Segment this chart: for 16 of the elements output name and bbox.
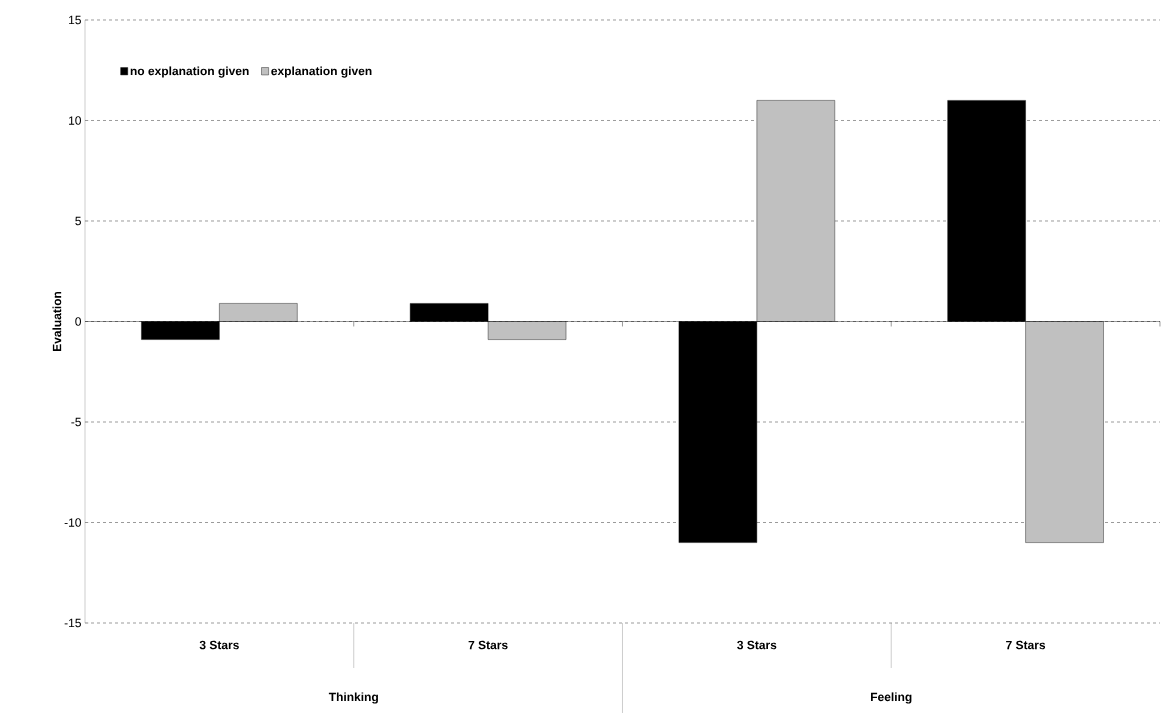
x-tick-label: 3 Stars xyxy=(199,640,239,650)
legend-label: no explanation given xyxy=(130,66,249,78)
y-tick-label: 5 xyxy=(75,216,81,226)
y-tick-label: -10 xyxy=(64,518,81,527)
y-tick-label: -5 xyxy=(71,417,81,427)
y-axis-title: Evaluation xyxy=(52,291,62,352)
y-tick-label: 15 xyxy=(69,15,81,25)
legend-label: explanation given xyxy=(271,66,372,78)
x-tick-label: 7 Stars xyxy=(1006,640,1046,650)
x-tick-label: 7 Stars xyxy=(468,640,508,650)
y-tick-label: -15 xyxy=(64,618,81,628)
text: Feeling xyxy=(871,692,912,704)
x-tick-label: 3 Stars xyxy=(737,640,777,650)
text: Thinking xyxy=(328,692,378,704)
y-tick-label: 10 xyxy=(69,116,81,125)
y-tick-label: 0 xyxy=(75,317,81,326)
